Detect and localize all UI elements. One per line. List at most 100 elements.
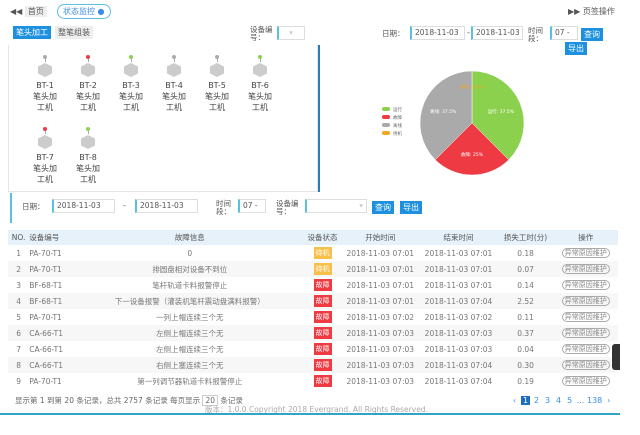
tab-ops-menu[interactable]: ▶▶ 页签操作 [568,7,615,16]
filter-time-input[interactable]: 07 - 08 [238,199,266,213]
device-bt-7[interactable]: BT-7 笔头加工机 [27,127,63,185]
cell: 2018-11-03 07:03 [341,357,420,373]
date-from-input[interactable]: 2018-11-03 [410,26,465,40]
legend-swatch[interactable] [382,131,390,135]
column-header[interactable]: 损失工时(分) [497,230,554,245]
maintain-reason-button[interactable]: 异常原因维护 [561,280,610,290]
legend-label[interactable]: 待机 [393,130,402,137]
maintain-reason-button[interactable]: 异常原因维护 [561,376,610,386]
cell: 故障 [304,277,341,293]
cell-text: 2018-11-03 07:03 [346,360,415,370]
cell: CA-66-T1 [29,357,76,373]
legend-label[interactable]: 运行 [393,106,402,113]
column-header[interactable]: 故障信息 [75,230,304,245]
device-bt-5[interactable]: BT-5 笔头加工机 [199,55,235,113]
filter-device-select[interactable]: ▾ [305,199,367,213]
cell-text: 2.52 [517,296,534,306]
pie-slice-0[interactable] [471,70,525,161]
maintain-reason-button[interactable]: 异常原因维护 [561,264,610,274]
filter-export-button[interactable]: 导出 [400,201,422,214]
cell: 9 [8,373,29,389]
copyright: 版本：1.0.0 Copyright 2018 Evergrand. All R… [205,405,428,414]
machine-cube-icon [81,63,95,77]
legend-swatch[interactable] [382,115,390,119]
back-icon: ◀◀ [10,7,25,16]
cell: 故障 [304,341,341,357]
cell-text: 2018-11-03 07:01 [424,248,493,258]
home-link[interactable]: ◀◀ 首页 [10,6,47,17]
cell: 左侧上帽连续三个无 [75,325,304,341]
date-to-input[interactable]: 2018-11-03 [471,26,523,40]
maintain-reason-button[interactable]: 异常原因维护 [561,312,610,322]
pagination: ‹ 1 2 3 4 5... 138 › [510,396,615,405]
device-bt-1[interactable]: BT-1 笔头加工机 [27,55,63,113]
column-header[interactable]: 设备编号 [29,230,76,245]
device-bt-3[interactable]: BT-3 笔头加工机 [113,55,149,113]
filter-date-to[interactable]: 2018-11-03 [135,199,198,213]
machine-cube-icon [124,63,138,77]
cell-text: PA-70-T1 [29,376,62,386]
cell: 8 [8,357,30,373]
status-badge: 故障 [313,327,332,339]
status-dot-icon [86,127,90,131]
side-widget[interactable] [612,344,620,370]
cell-text: 2018-11-03 07:04 [424,360,493,370]
table-row: 7 CA-66-T1 左侧上帽连续三个无 故障 2018-11-03 07:03 2018… [8,341,618,357]
device-bt-6[interactable]: BT-6 笔头加工机 [242,55,278,113]
legend-label[interactable]: 故障 [393,114,402,121]
export-button[interactable]: 导出 [565,42,587,55]
stem [173,59,175,62]
cell: 5 [8,309,29,325]
column-header[interactable]: 设备状态 [303,230,342,245]
time-input[interactable]: 07 - 08 [550,26,578,40]
page-link[interactable]: 4 [555,396,562,405]
status-pie-chart: 运行: 37.5% 故障: 25% 离线: 37.5% 待机: 0.0% 运行故障离线… [382,70,525,176]
page-link[interactable]: 3 [544,396,551,405]
maintain-reason-button[interactable]: 异常原因维护 [561,248,610,258]
pie-slice-2[interactable] [419,70,473,161]
cell: 故障 [304,309,341,325]
cell: 0.14 [498,277,554,293]
machine-cube-icon [210,63,224,77]
cell: 7 [8,341,29,357]
page-link[interactable]: 1 [521,396,530,405]
device-select[interactable]: ▾ [277,26,305,40]
page-link[interactable]: 138 [587,396,603,405]
legend-swatch[interactable] [382,107,390,111]
cell-text: 右侧上塞连续三个无 [156,360,224,370]
column-header[interactable]: 结束时间 [419,230,498,245]
maintain-reason-button[interactable]: 异常原因维护 [561,296,610,306]
device-bt-4[interactable]: BT-4 笔头加工机 [156,55,192,113]
cell-text: PA-70-T1 [29,248,62,258]
page-link[interactable]: › [607,396,611,405]
legend-label[interactable]: 离线 [393,122,402,129]
close-tab-icon[interactable]: ● [97,7,105,16]
filter-query-button[interactable]: 查询 [372,201,394,214]
page-link[interactable]: ... [576,396,585,405]
maintain-reason-button[interactable]: 异常原因维护 [561,328,610,338]
page-link[interactable]: 2 [533,396,540,405]
tab-pen-head[interactable]: 笔头加工 [13,26,51,39]
tab-pen-assembly[interactable]: 整笔组装 [55,26,93,39]
page-link[interactable]: ‹ [512,396,517,405]
device-id: BT-4 [165,81,183,90]
maintain-reason-button[interactable]: 异常原因维护 [561,344,610,354]
maintain-reason-button[interactable]: 异常原因维护 [561,360,610,370]
cell-text: 0.11 [517,312,534,322]
status-badge: 待机 [313,263,332,275]
tab-status-monitor[interactable]: 状态监控 ● [57,4,111,19]
device-bt-8[interactable]: BT-8 笔头加工机 [70,127,106,185]
legend-swatch[interactable] [382,123,390,127]
page-size-select[interactable]: 20 [202,395,219,406]
device-bt-2[interactable]: BT-2 笔头加工机 [70,55,106,113]
column-header[interactable]: NO. [8,230,30,245]
query-button[interactable]: 查询 [581,28,603,41]
column-header[interactable]: 开始时间 [341,230,420,245]
filter-date-from[interactable]: 2018-11-03 [52,199,115,213]
cell-text: 2018-11-03 07:03 [424,344,493,354]
cell: 异常原因维护 [554,309,618,325]
cell: BF-68-T1 [29,293,76,309]
page-link[interactable]: 5 [566,396,573,405]
pie-slice-1[interactable] [434,122,510,176]
column-header[interactable]: 操作 [553,230,618,245]
